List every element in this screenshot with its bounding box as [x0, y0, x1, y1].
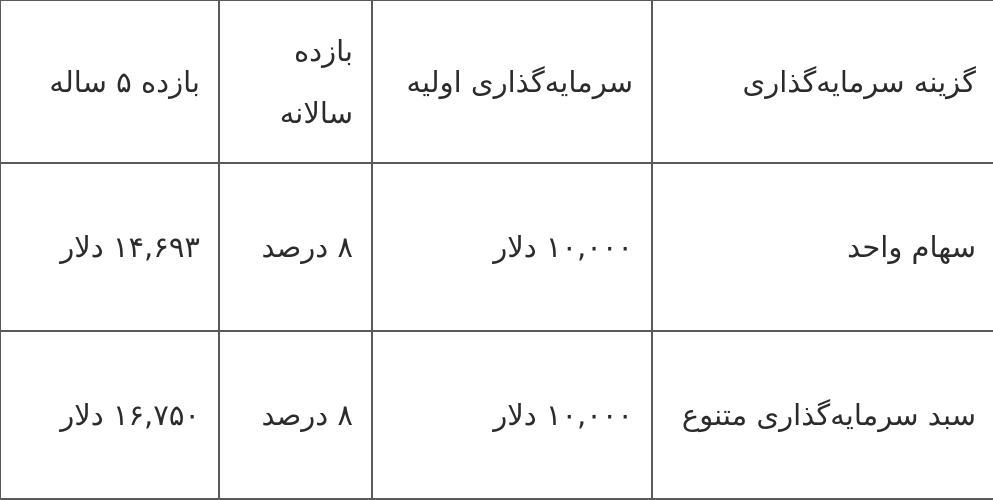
cell-annual-return: ۸ درصد: [218, 330, 373, 500]
cell-investment-option: سهام واحد: [651, 162, 993, 332]
table-header-row: گزینه سرمایه‌گذاری سرمایه‌گذاری اولیه با…: [0, 0, 993, 164]
cell-investment-option: سبد سرمایه‌گذاری متنوع: [651, 330, 993, 500]
cell-initial-investment: ۱۰,۰۰۰ دلار: [371, 330, 653, 500]
header-investment-option: گزینه سرمایه‌گذاری: [651, 0, 993, 164]
table-row: سبد سرمایه‌گذاری متنوع ۱۰,۰۰۰ دلار ۸ درص…: [0, 330, 993, 500]
header-initial-investment: سرمایه‌گذاری اولیه: [371, 0, 653, 164]
cell-annual-return: ۸ درصد: [218, 162, 373, 332]
cell-five-year-return: ۱۴,۶۹۳ دلار: [0, 162, 220, 332]
cell-five-year-return: ۱۶,۷۵۰ دلار: [0, 330, 220, 500]
header-annual-return: بازده سالانه: [218, 0, 373, 164]
header-five-year-return: بازده ۵ ساله: [0, 0, 220, 164]
cell-initial-investment: ۱۰,۰۰۰ دلار: [371, 162, 653, 332]
table-row: سهام واحد ۱۰,۰۰۰ دلار ۸ درصد ۱۴,۶۹۳ دلار: [0, 162, 993, 332]
